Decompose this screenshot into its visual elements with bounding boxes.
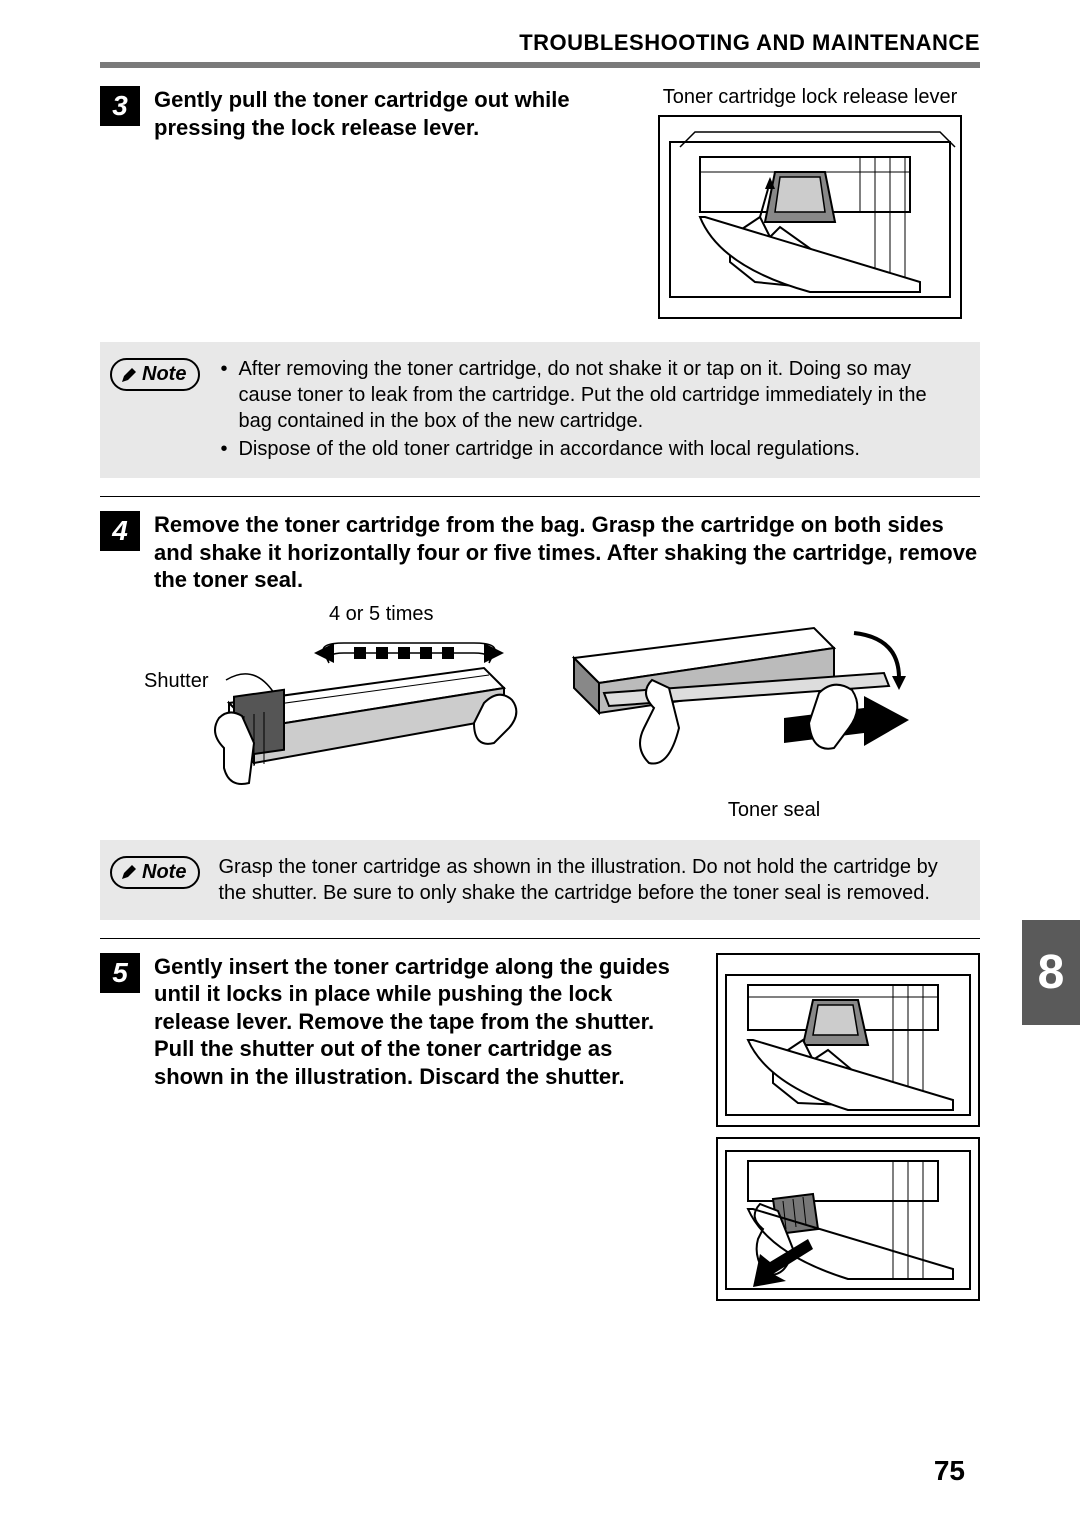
- note-block-2: Note Grasp the toner cartridge as shown …: [100, 840, 980, 920]
- note-1-body: After removing the toner cartridge, do n…: [218, 356, 964, 464]
- label-toner-seal: Toner seal: [624, 799, 924, 822]
- pencil-icon: [120, 863, 138, 881]
- step-number-badge: 4: [100, 511, 140, 551]
- step-separator: [100, 938, 980, 939]
- note-label: Note: [142, 363, 186, 386]
- pencil-icon: [120, 366, 138, 384]
- note-label: Note: [142, 861, 186, 884]
- page-number: 75: [934, 1455, 965, 1487]
- step-separator: [100, 496, 980, 497]
- note-2-body: Grasp the toner cartridge as shown in th…: [218, 854, 964, 906]
- label-shutter: Shutter: [144, 670, 208, 693]
- step-3-text: Gently pull the toner cartridge out whil…: [154, 86, 620, 324]
- illustration-toner-lever: [658, 115, 962, 319]
- step-4-text: Remove the toner cartridge from the bag.…: [154, 511, 980, 594]
- label-shake-times: 4 or 5 times: [329, 603, 433, 626]
- step-4-figures: 4 or 5 times Shutter: [154, 608, 980, 822]
- figure-caption: Toner cartridge lock release lever: [640, 86, 980, 109]
- step-5-figures: [716, 953, 980, 1301]
- step-number-badge: 3: [100, 86, 140, 126]
- note-badge: Note: [110, 358, 200, 391]
- step-4: 4 Remove the toner cartridge from the ba…: [100, 511, 980, 594]
- figure-toner-seal: Toner seal: [554, 608, 924, 822]
- header-rule: [100, 62, 980, 68]
- step-3: 3 Gently pull the toner cartridge out wh…: [100, 86, 980, 324]
- illustration-remove-shutter: [716, 1137, 980, 1301]
- manual-page: TROUBLESHOOTING AND MAINTENANCE 3 Gently…: [0, 0, 1080, 1529]
- note-bullet: Dispose of the old toner cartridge in ac…: [218, 436, 964, 462]
- figure-shake-cartridge: 4 or 5 times Shutter: [154, 608, 524, 803]
- step-5: 5 Gently insert the toner cartridge alon…: [100, 953, 980, 1301]
- step-number-badge: 5: [100, 953, 140, 993]
- page-header-title: TROUBLESHOOTING AND MAINTENANCE: [100, 30, 980, 62]
- illustration-insert-cartridge: [716, 953, 980, 1127]
- step-3-figure-area: Toner cartridge lock release lever: [640, 86, 980, 324]
- chapter-tab: 8: [1022, 920, 1080, 1025]
- note-badge: Note: [110, 856, 200, 889]
- step-5-text: Gently insert the toner cartridge along …: [154, 953, 686, 1091]
- note-block-1: Note After removing the toner cartridge,…: [100, 342, 980, 478]
- note-bullet: After removing the toner cartridge, do n…: [218, 356, 964, 434]
